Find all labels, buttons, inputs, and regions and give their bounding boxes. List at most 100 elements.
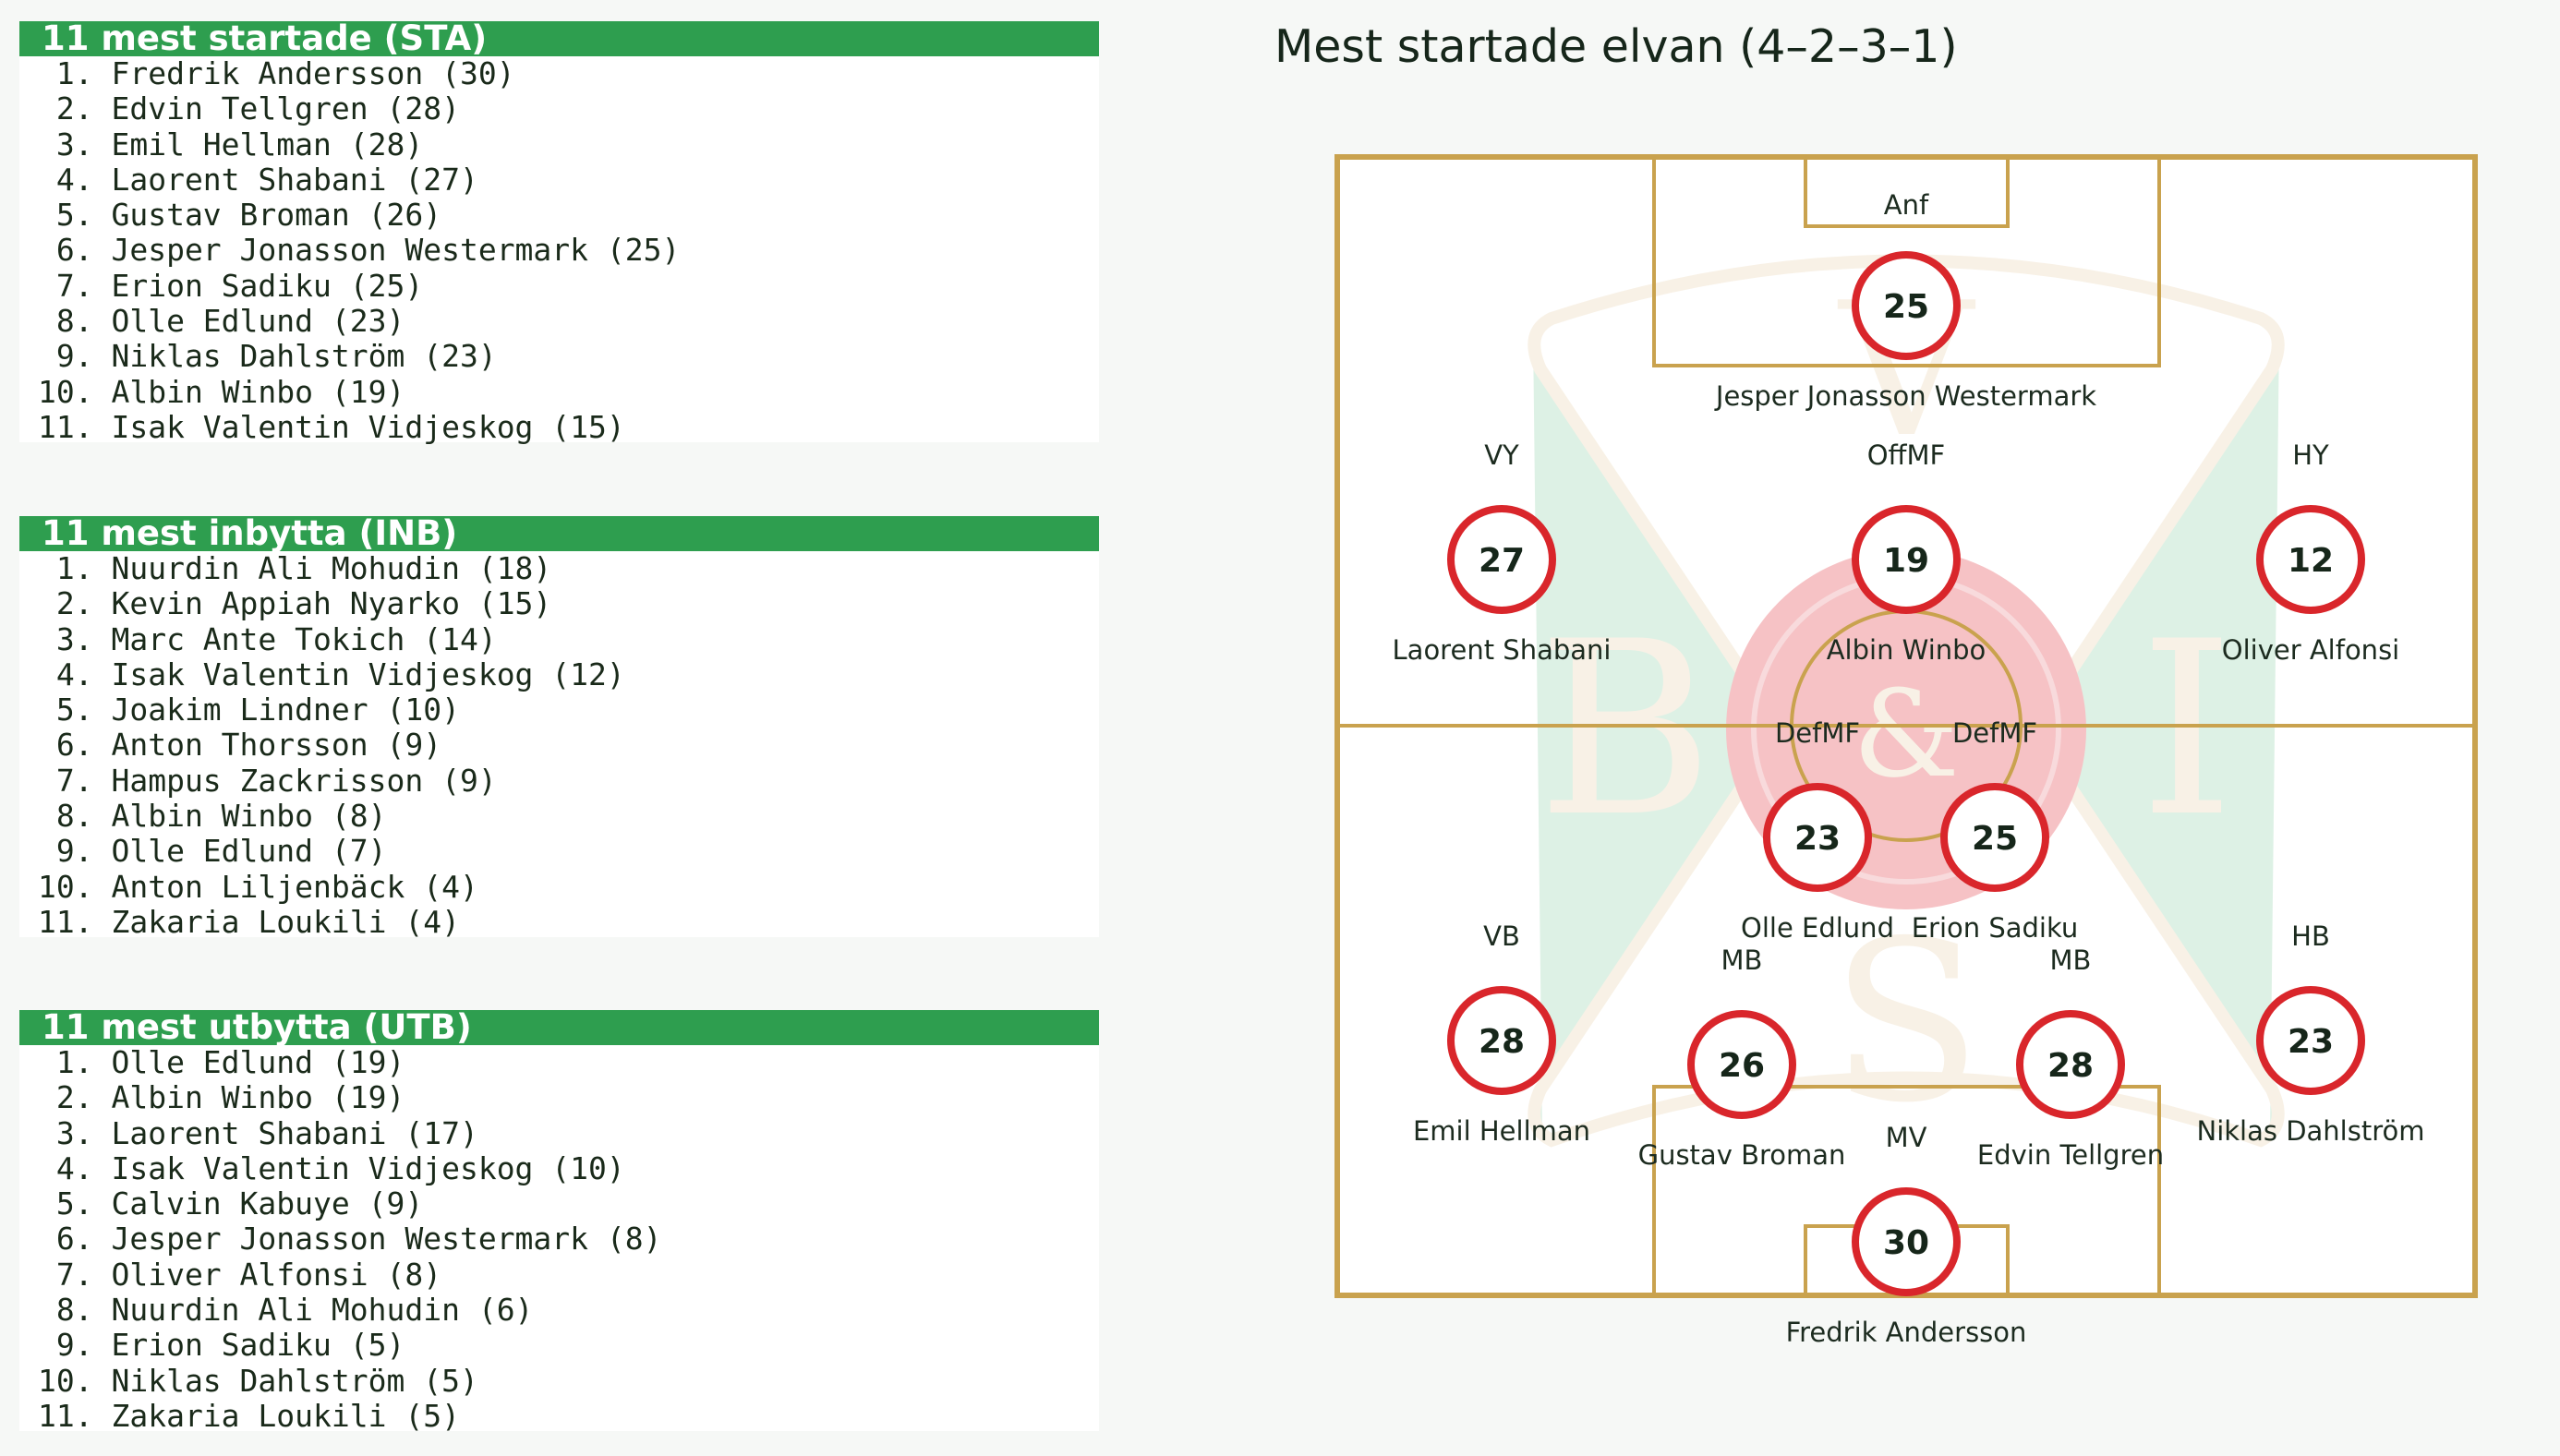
player-circle <box>1447 505 1556 614</box>
player-name: Oliver Alfonsi <box>2222 634 2399 666</box>
top-goal-area <box>1804 155 2010 228</box>
panel-most-starts: 11 mest startade (STA) 1. Fredrik Anders… <box>19 21 1099 445</box>
list-item: 9. Olle Edlund (7) <box>38 833 387 870</box>
player-name: Edvin Tellgren <box>1977 1139 2164 1171</box>
list-item: 10. Anton Liljenbäck (4) <box>38 868 478 905</box>
player-circle <box>2256 986 2365 1095</box>
list-item: 11. Isak Valentin Vidjeskog (15) <box>38 408 625 445</box>
start-count: 25 <box>1972 820 2018 858</box>
list-item: 5. Gustav Broman (26) <box>38 197 442 234</box>
player-marker: HY 12 Oliver Alfonsi <box>2222 439 2399 666</box>
list-item: 4. Isak Valentin Vidjeskog (10) <box>38 1149 625 1186</box>
list-item: 3. Laorent Shabani (17) <box>38 1114 478 1151</box>
list-item: 2. Albin Winbo (19) <box>38 1079 405 1116</box>
start-count: 28 <box>2047 1047 2094 1085</box>
position-label: DefMF <box>1775 717 1860 749</box>
panel-title-subs-in: 11 mest inbytta (INB) <box>19 516 1099 551</box>
position-label: MB <box>2050 945 2092 976</box>
crest-letter: B <box>1537 591 1713 870</box>
list-item: 5. Calvin Kabuye (9) <box>38 1185 424 1222</box>
list-item: 3. Emil Hellman (28) <box>38 126 424 162</box>
position-label: HY <box>2292 439 2329 471</box>
player-name: Olle Edlund <box>1741 912 1894 944</box>
player-circle <box>1447 986 1556 1095</box>
player-circle <box>1852 251 1961 360</box>
position-label: VY <box>1484 439 1519 471</box>
player-circle <box>1852 505 1961 614</box>
player-marker: OffMF 19 Albin Winbo <box>1827 439 1986 666</box>
player-marker: VB 28 Emil Hellman <box>1413 921 1590 1147</box>
list-item: 9. Niklas Dahlström (23) <box>38 338 497 375</box>
list-subs-in: 1. Nuurdin Ali Mohudin (18) 2. Kevin App… <box>19 550 1099 940</box>
start-count: 12 <box>2288 542 2334 580</box>
crest-letter: & <box>1853 664 1960 804</box>
crest-outline <box>1528 254 2285 1148</box>
player-circle <box>1852 1187 1961 1296</box>
player-name: Jesper Jonasson Westermark <box>1714 380 2096 412</box>
start-count: 30 <box>1883 1224 1929 1262</box>
list-item: 7. Oliver Alfonsi (8) <box>38 1256 442 1293</box>
crest-letter: S <box>1830 893 1982 1151</box>
start-count: 28 <box>1479 1023 1525 1061</box>
player-circle <box>2016 1010 2125 1119</box>
list-item: 6. Anton Thorsson (9) <box>38 727 442 764</box>
player-name: Fredrik Andersson <box>1786 1317 2027 1348</box>
list-item: 10. Niklas Dahlström (5) <box>38 1362 478 1399</box>
position-label: MV <box>1886 1122 1927 1153</box>
position-label: DefMF <box>1952 717 2037 749</box>
player-circle <box>1940 783 2049 892</box>
list-item: 4. Laorent Shabani (27) <box>38 161 478 198</box>
panel-most-subs-out: 11 mest utbytta (UTB) 1. Olle Edlund (19… <box>19 1010 1099 1434</box>
formation-title: Mest startade elvan (4–2–3–1) <box>1274 20 1958 73</box>
list-item: 2. Edvin Tellgren (28) <box>38 90 460 127</box>
list-item: 7. Hampus Zackrisson (9) <box>38 762 497 799</box>
list-item: 5. Joakim Lindner (10) <box>38 692 460 728</box>
crest-wing-left <box>1528 332 1787 1136</box>
list-item: 2. Kevin Appiah Nyarko (15) <box>38 585 552 622</box>
start-count: 19 <box>1883 542 1929 580</box>
list-item: 3. Marc Ante Tokich (14) <box>38 620 497 657</box>
list-item: 11. Zakaria Loukili (4) <box>38 903 460 940</box>
crest-wing-right <box>2025 332 2284 1136</box>
player-marker: Anf 25 Jesper Jonasson Westermark <box>1714 189 2096 412</box>
player-marker: DefMF 25 Erion Sadiku <box>1912 717 2079 944</box>
list-starts: 1. Fredrik Andersson (30) 2. Edvin Tellg… <box>19 55 1099 445</box>
player-circle <box>1687 1010 1796 1119</box>
start-count: 23 <box>1794 820 1841 858</box>
players-layer: Anf 25 Jesper Jonasson Westermark VY 27 Laore… <box>1393 189 2425 1348</box>
list-item: 7. Erion Sadiku (25) <box>38 267 424 304</box>
position-label: HB <box>2291 921 2330 952</box>
player-name: Laorent Shabani <box>1393 634 1612 666</box>
list-item: 6. Jesper Jonasson Westermark (8) <box>38 1221 662 1257</box>
player-circle <box>1763 783 1872 892</box>
position-label: Anf <box>1884 189 1929 221</box>
player-name: Emil Hellman <box>1413 1115 1590 1147</box>
list-item: 6. Jesper Jonasson Westermark (25) <box>38 232 681 269</box>
player-circle <box>2256 505 2365 614</box>
list-item: 11. Zakaria Loukili (5) <box>38 1397 460 1434</box>
position-label: MB <box>1721 945 1763 976</box>
list-subs-out: 1. Olle Edlund (19) 2. Albin Winbo (19) … <box>19 1044 1099 1434</box>
list-item: 1. Fredrik Andersson (30) <box>38 55 515 91</box>
list-item: 1. Olle Edlund (19) <box>38 1044 405 1080</box>
start-count: 23 <box>2288 1023 2334 1061</box>
player-marker: DefMF 23 Olle Edlund <box>1741 717 1894 944</box>
player-name: Erion Sadiku <box>1912 912 2079 944</box>
player-name: Gustav Broman <box>1638 1139 1846 1171</box>
start-count: 25 <box>1883 288 1929 326</box>
panel-title-subs-out: 11 mest utbytta (UTB) <box>19 1010 1099 1045</box>
list-item: 1. Nuurdin Ali Mohudin (18) <box>38 550 552 586</box>
player-name: Albin Winbo <box>1827 634 1986 666</box>
position-label: OffMF <box>1867 439 1946 471</box>
list-item: 10. Albin Winbo (19) <box>38 373 405 410</box>
panel-most-subs-in: 11 mest inbytta (INB) 1. Nuurdin Ali Moh… <box>19 516 1099 940</box>
list-item: 8. Olle Edlund (23) <box>38 303 405 340</box>
start-count: 26 <box>1719 1047 1765 1085</box>
player-marker: HB 23 Niklas Dahlström <box>2197 921 2425 1147</box>
crest-letter: I <box>2140 591 2235 870</box>
list-item: 4. Isak Valentin Vidjeskog (12) <box>38 656 625 692</box>
list-item: 8. Albin Winbo (8) <box>38 798 387 835</box>
player-marker: MB 28 Edvin Tellgren <box>1977 945 2164 1171</box>
